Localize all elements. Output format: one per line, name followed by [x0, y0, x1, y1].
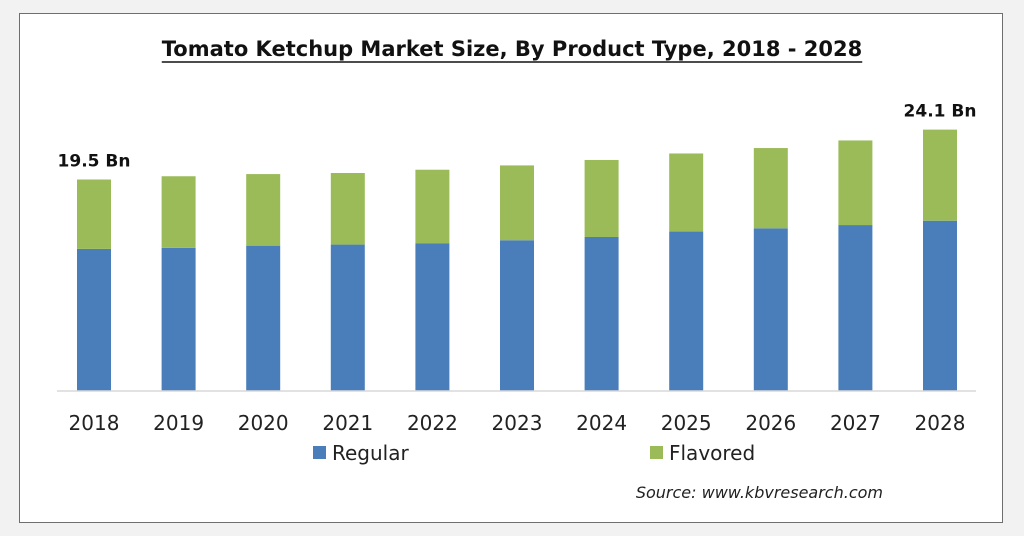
bar-flavored-2024 [584, 159, 619, 237]
bar-regular-2026 [753, 228, 788, 391]
annotations-group: 19.5 Bn 24.1 Bn [58, 102, 977, 172]
bar-regular-2024 [584, 236, 619, 391]
legend-label-flavored: Flavored [669, 441, 755, 465]
bar-flavored-2020 [246, 174, 281, 246]
x-axis-ticks: 2018 2019 2020 2021 2022 2023 2024 2025 2026 2027… [69, 411, 966, 435]
x-tick-label: 2019 [153, 411, 204, 435]
bar-flavored-2026 [753, 148, 788, 229]
bar-regular-2019 [161, 247, 196, 391]
legend: Regular Flavored [313, 441, 755, 465]
x-tick-label: 2024 [576, 411, 627, 435]
bar-flavored-2019 [161, 176, 196, 248]
total-label-2028: 24.1 Bn [904, 102, 977, 122]
bar-regular-2028 [923, 220, 957, 391]
bar-flavored-2022 [415, 169, 450, 244]
bar-flavored-2025 [669, 153, 704, 232]
bar-flavored-2018 [77, 179, 111, 249]
bars-group [77, 129, 957, 391]
bar-regular-2022 [415, 243, 450, 391]
bar-regular-2023 [500, 240, 534, 391]
x-tick-label: 2025 [661, 411, 712, 435]
bar-flavored-2028 [923, 129, 957, 221]
legend-swatch-flavored [650, 446, 663, 459]
x-tick-label: 2022 [407, 411, 458, 435]
chart-frame: Tomato Ketchup Market Size, By Product T… [19, 13, 1003, 523]
x-tick-label: 2028 [915, 411, 966, 435]
total-label-2018: 19.5 Bn [58, 152, 131, 172]
x-tick-label: 2023 [492, 411, 543, 435]
chart-svg: Tomato Ketchup Market Size, By Product T… [57, 37, 977, 502]
bar-flavored-2027 [838, 140, 873, 226]
bar-flavored-2021 [330, 172, 365, 245]
bar-regular-2020 [246, 245, 281, 391]
source-note: Source: www.kbvresearch.com [636, 483, 883, 502]
bar-regular-2027 [838, 225, 873, 391]
legend-label-regular: Regular [332, 441, 409, 465]
bar-regular-2025 [669, 231, 704, 391]
x-tick-label: 2027 [830, 411, 881, 435]
x-tick-label: 2021 [322, 411, 373, 435]
legend-swatch-regular [313, 446, 326, 459]
chart-title: Tomato Ketchup Market Size, By Product T… [162, 37, 862, 61]
x-tick-label: 2020 [238, 411, 289, 435]
x-tick-label: 2018 [69, 411, 120, 435]
bar-flavored-2023 [500, 165, 534, 241]
x-tick-label: 2026 [745, 411, 796, 435]
bar-regular-2021 [330, 244, 365, 391]
bar-regular-2018 [77, 248, 111, 391]
